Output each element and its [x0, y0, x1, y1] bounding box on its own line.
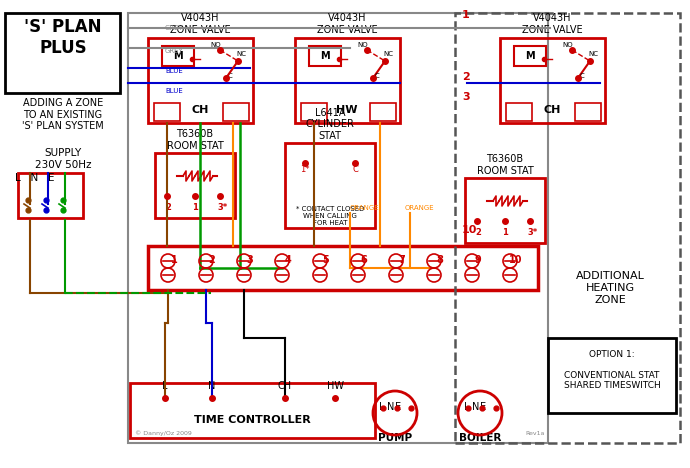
Text: 8: 8: [437, 255, 444, 265]
Text: N: N: [208, 381, 216, 391]
Text: SUPPLY
230V 50Hz: SUPPLY 230V 50Hz: [34, 148, 91, 169]
Text: T6360B
ROOM STAT: T6360B ROOM STAT: [166, 129, 224, 151]
Text: 2: 2: [462, 72, 470, 82]
Text: NC: NC: [383, 51, 393, 57]
Text: N: N: [387, 402, 395, 412]
Text: BLUE: BLUE: [165, 88, 183, 94]
Text: BLUE: BLUE: [165, 68, 183, 74]
Text: V4043H
ZONE VALVE: V4043H ZONE VALVE: [317, 14, 377, 35]
Text: NO: NO: [210, 42, 221, 48]
Text: 10: 10: [462, 225, 477, 235]
Text: T6360B
ROOM STAT: T6360B ROOM STAT: [477, 154, 533, 176]
Text: 3*: 3*: [217, 203, 227, 212]
Text: PUMP: PUMP: [378, 433, 412, 443]
Text: 4: 4: [284, 255, 291, 265]
Text: HW: HW: [336, 105, 357, 115]
Text: GREY: GREY: [165, 25, 184, 31]
Text: V4043H
ZONE VALVE: V4043H ZONE VALVE: [170, 14, 230, 35]
Text: NO: NO: [357, 42, 368, 48]
Text: 1: 1: [462, 10, 470, 20]
Text: 'S' PLAN
PLUS: 'S' PLAN PLUS: [24, 18, 101, 57]
Text: CH: CH: [278, 381, 292, 391]
Text: ADDING A ZONE
TO AN EXISTING
'S' PLAN SYSTEM: ADDING A ZONE TO AN EXISTING 'S' PLAN SY…: [22, 98, 104, 131]
Text: NC: NC: [588, 51, 598, 57]
Text: 2: 2: [165, 203, 171, 212]
Text: 6: 6: [361, 255, 367, 265]
Text: 1: 1: [170, 255, 177, 265]
Text: M: M: [320, 51, 330, 61]
Text: L: L: [464, 402, 469, 412]
Text: 2: 2: [208, 255, 215, 265]
Text: © Danny/Oz 2009: © Danny/Oz 2009: [135, 431, 192, 436]
Text: ORANGE: ORANGE: [405, 205, 435, 211]
Text: M: M: [525, 51, 535, 61]
Text: C: C: [375, 73, 380, 79]
Text: NC: NC: [236, 51, 246, 57]
Text: V4043H
ZONE VALVE: V4043H ZONE VALVE: [522, 14, 582, 35]
Text: BOILER: BOILER: [459, 433, 501, 443]
Text: C: C: [228, 73, 233, 79]
Text: 10: 10: [509, 255, 523, 265]
Text: 7: 7: [399, 255, 406, 265]
Text: E: E: [395, 402, 401, 412]
Text: TIME CONTROLLER: TIME CONTROLLER: [194, 415, 310, 425]
Text: HW: HW: [326, 381, 344, 391]
Text: 3*: 3*: [527, 228, 538, 237]
Text: * CONTACT CLOSED
WHEN CALLING
FOR HEAT: * CONTACT CLOSED WHEN CALLING FOR HEAT: [296, 206, 364, 226]
Text: 1: 1: [192, 203, 198, 212]
Text: C: C: [352, 165, 358, 174]
Text: 2: 2: [475, 228, 481, 237]
Text: Rev1a: Rev1a: [525, 431, 544, 436]
Text: L   N   E: L N E: [15, 173, 55, 183]
Text: C: C: [580, 73, 584, 79]
Text: 1: 1: [502, 228, 508, 237]
Text: L: L: [379, 402, 384, 412]
Bar: [455, 13, 680, 443]
Text: L: L: [162, 381, 168, 391]
Text: E: E: [480, 402, 486, 412]
Text: 5: 5: [323, 255, 329, 265]
Text: M: M: [173, 51, 183, 61]
Text: L641A
CYLINDER
STAT: L641A CYLINDER STAT: [306, 108, 355, 141]
Text: 3: 3: [246, 255, 253, 265]
Text: CH: CH: [191, 105, 208, 115]
Text: N: N: [472, 402, 480, 412]
Text: NO: NO: [562, 42, 573, 48]
Text: ADDITIONAL
HEATING
ZONE: ADDITIONAL HEATING ZONE: [575, 271, 644, 305]
Text: 9: 9: [475, 255, 482, 265]
Text: GREY: GREY: [165, 48, 184, 54]
Text: 1*: 1*: [300, 165, 310, 174]
Text: ORANGE: ORANGE: [350, 205, 380, 211]
Text: OPTION 1:

CONVENTIONAL STAT
SHARED TIMESWITCH: OPTION 1: CONVENTIONAL STAT SHARED TIMES…: [564, 350, 660, 390]
Text: 3: 3: [462, 92, 470, 102]
Text: CH: CH: [543, 105, 561, 115]
